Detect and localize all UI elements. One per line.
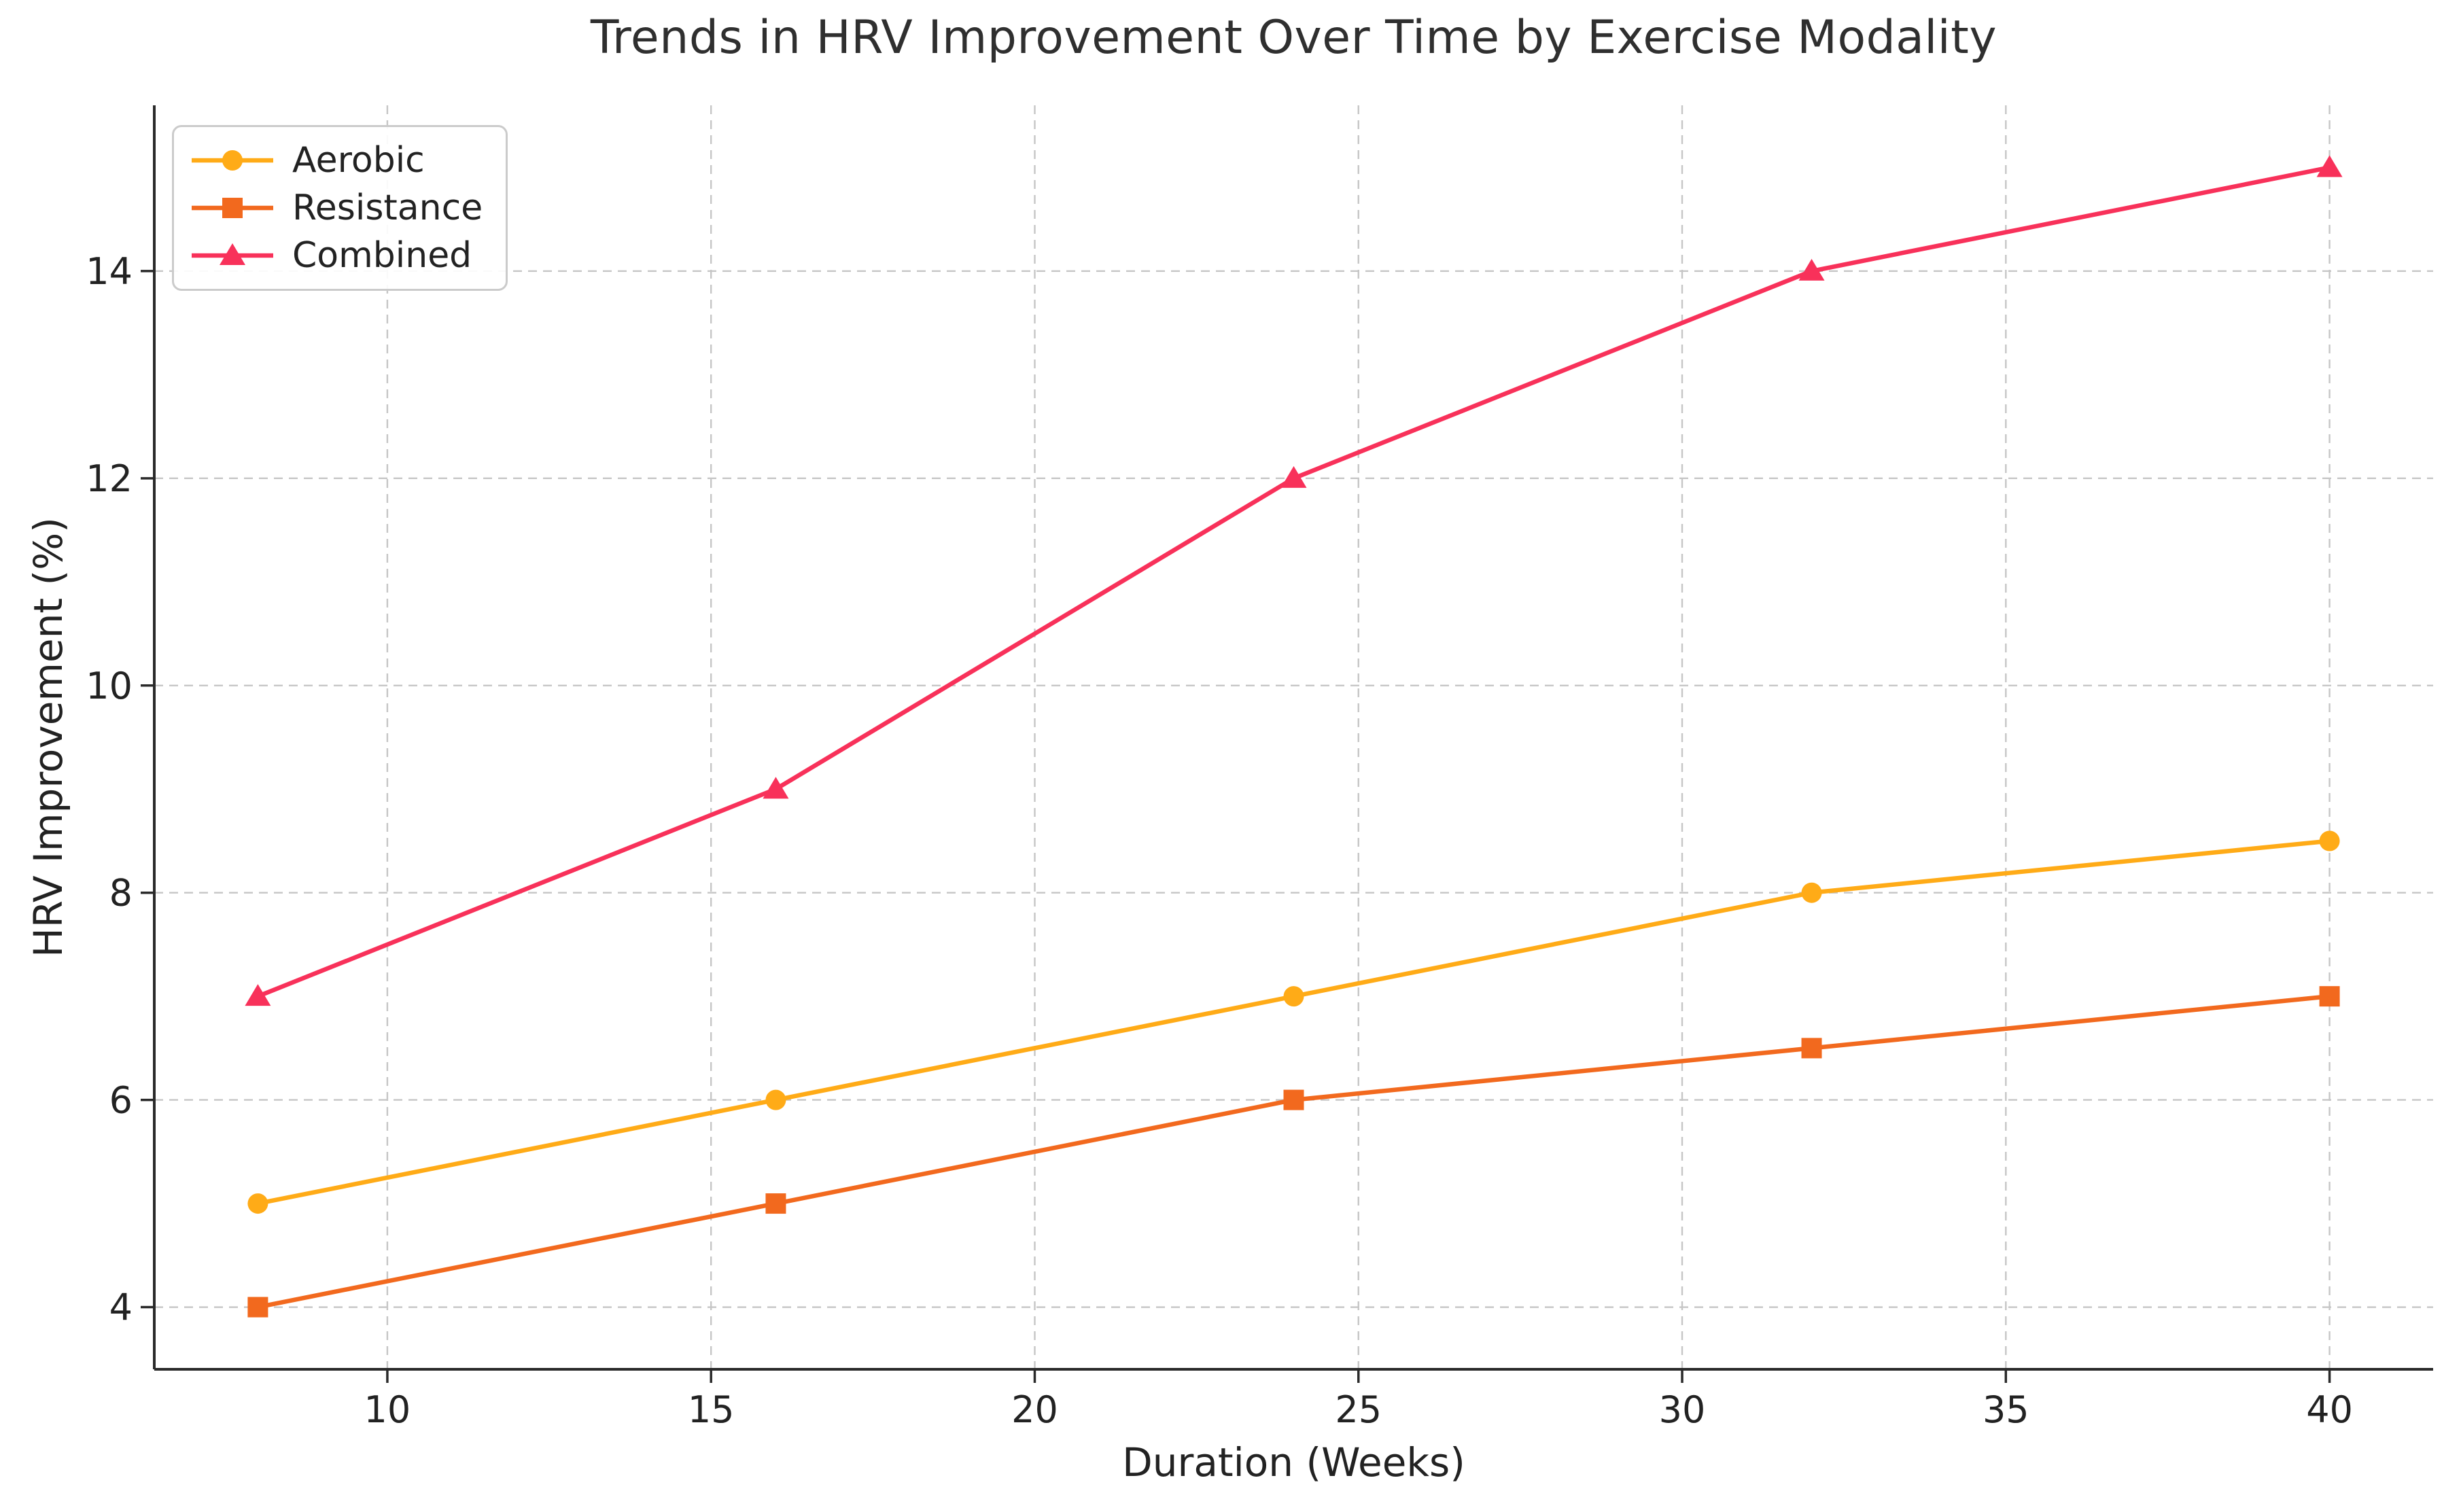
y-tick-label: 6	[109, 1079, 133, 1122]
data-point-resistance	[765, 1193, 786, 1214]
data-point-resistance	[247, 1297, 268, 1318]
y-tick-label: 4	[109, 1286, 133, 1329]
x-tick-label: 40	[2306, 1388, 2353, 1431]
x-tick-label: 10	[364, 1388, 411, 1431]
x-tick-label: 30	[1659, 1388, 1706, 1431]
x-tick-label: 20	[1011, 1388, 1058, 1431]
legend-label: Aerobic	[292, 140, 425, 181]
y-axis-label: HRV Improvement (%)	[25, 517, 71, 957]
y-tick-label: 10	[86, 665, 133, 707]
legend: Aerobic Resistance Combined	[172, 125, 508, 291]
data-point-combined	[1798, 258, 1825, 281]
y-tick-label: 14	[86, 250, 133, 293]
data-point-aerobic	[765, 1089, 786, 1110]
data-point-combined	[1280, 465, 1307, 488]
data-point-aerobic	[1801, 882, 1822, 903]
legend-marker-square	[222, 198, 243, 218]
y-tick-label: 12	[86, 457, 133, 500]
legend-marker-triangle	[220, 243, 245, 265]
data-point-combined	[245, 984, 271, 1006]
legend-label: Combined	[292, 235, 472, 276]
series-resistance	[247, 986, 2340, 1318]
series-line-resistance	[256, 994, 2332, 1309]
legend-item-combined: Combined	[188, 236, 483, 275]
data-point-aerobic	[1283, 986, 1304, 1007]
data-point-resistance	[1283, 1089, 1304, 1110]
series-combined	[245, 155, 2343, 1006]
x-tick-label: 15	[688, 1388, 735, 1431]
x-tick-label: 25	[1335, 1388, 1382, 1431]
legend-label: Resistance	[292, 188, 483, 228]
chart-title: Trends in HRV Improvement Over Time by E…	[590, 11, 1997, 65]
data-point-resistance	[1801, 1038, 1822, 1059]
square-swatch-icon	[192, 198, 273, 218]
series-aerobic	[247, 830, 2340, 1214]
data-point-aerobic	[247, 1193, 268, 1214]
legend-marker-circle	[222, 150, 243, 171]
data-point-combined	[763, 777, 789, 799]
x-tick-label: 35	[1983, 1388, 2029, 1431]
x-axis-label: Duration (Weeks)	[1122, 1439, 1465, 1485]
legend-item-aerobic: Aerobic	[188, 141, 483, 180]
y-tick-label: 8	[109, 872, 133, 915]
circle-swatch-icon	[192, 150, 273, 171]
data-point-combined	[2316, 155, 2343, 177]
legend-item-resistance: Resistance	[188, 188, 483, 228]
data-point-aerobic	[2319, 830, 2340, 851]
data-point-resistance	[2319, 986, 2340, 1007]
series-line-aerobic	[256, 839, 2332, 1206]
triangle-swatch-icon	[192, 243, 273, 265]
